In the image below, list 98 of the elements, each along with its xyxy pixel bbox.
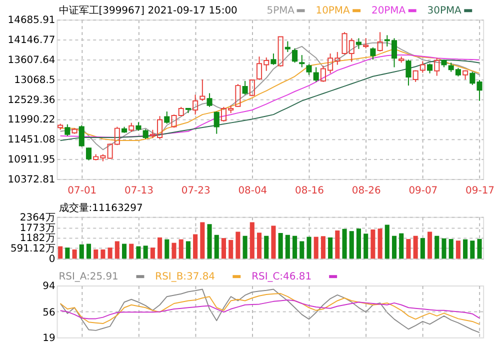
bar <box>370 230 376 259</box>
bar <box>463 239 468 259</box>
bar <box>470 240 475 259</box>
bar <box>256 232 262 259</box>
chart-title: 中证军工[399967] 2021-09-17 15:00 <box>58 4 238 17</box>
bar <box>172 242 176 259</box>
line-series <box>60 300 480 320</box>
legend-label: 30PMA <box>427 6 462 17</box>
bar <box>136 246 141 259</box>
bar <box>86 244 92 259</box>
y-tick-label: 13068.5 <box>14 74 56 86</box>
bar <box>285 234 290 259</box>
bar <box>314 236 318 259</box>
bar <box>384 224 390 259</box>
bar <box>278 233 283 259</box>
bar <box>342 228 347 259</box>
y-tick-label: 19 <box>42 332 56 344</box>
bar <box>65 248 70 259</box>
x-tick-label: 08-26 <box>352 185 381 196</box>
bar <box>442 238 446 259</box>
bar <box>100 249 106 259</box>
bar <box>349 231 354 259</box>
candlestick <box>136 122 142 132</box>
bar <box>413 236 418 259</box>
y-tick-label: 14146.77 <box>8 35 56 46</box>
bar <box>200 222 205 259</box>
bar <box>114 241 120 259</box>
bar <box>221 238 226 259</box>
bar <box>378 228 382 259</box>
legend-label: 20PMA <box>372 6 406 17</box>
legend-label: RSI_C:46.81 <box>252 272 312 283</box>
line-series <box>60 288 480 334</box>
y-tick-label: 11990.22 <box>8 114 56 126</box>
bar <box>122 244 127 259</box>
y-tick-label: 1182万 <box>20 233 56 244</box>
bar <box>392 236 397 259</box>
x-tick-label: 09-07 <box>408 185 438 196</box>
x-tick-label: 09-17 <box>466 185 494 196</box>
bar <box>456 240 460 259</box>
bar <box>129 244 134 259</box>
bar <box>72 249 77 259</box>
bar <box>94 249 98 259</box>
legend-label: RSI_B:37.84 <box>155 272 216 283</box>
x-tick-label: 08-04 <box>238 185 268 196</box>
bar <box>250 222 254 259</box>
x-tick-label: 07-23 <box>181 185 210 196</box>
y-tick-label: 10372.81 <box>8 174 56 186</box>
y-tick-label: 14685.91 <box>8 15 56 26</box>
bar <box>164 239 170 259</box>
bar <box>306 236 312 259</box>
bar <box>143 246 148 259</box>
bar <box>434 236 440 259</box>
bar <box>335 230 340 259</box>
bar <box>79 244 84 259</box>
y-tick-label: 12529.36 <box>8 94 56 106</box>
bar <box>399 233 404 259</box>
bar <box>406 239 411 259</box>
bar <box>477 238 482 259</box>
x-tick-label: 07-13 <box>124 185 154 196</box>
legend-label: 5PMA <box>266 6 295 17</box>
bar <box>448 239 454 259</box>
bar <box>186 241 190 259</box>
y-tick-label: 94 <box>42 281 56 292</box>
x-tick-label: 07-01 <box>68 185 97 196</box>
bar <box>108 248 112 259</box>
bar <box>242 236 248 259</box>
y-tick-label: 11451.08 <box>8 134 56 146</box>
bar <box>328 237 333 259</box>
bar <box>300 241 304 259</box>
bar <box>236 232 240 259</box>
y-tick-label: 56 <box>42 307 56 318</box>
line-series <box>60 293 480 325</box>
x-tick-label: 08-16 <box>295 185 324 196</box>
bar <box>264 236 269 259</box>
legend-label: RSI_A:25.91 <box>58 272 118 283</box>
text: 成交量:11163297 <box>58 202 143 214</box>
bar <box>150 248 155 259</box>
bar <box>178 239 184 259</box>
y-tick-label: 591.12万 <box>10 244 56 255</box>
bar <box>364 234 368 259</box>
y-tick-label: 1773万 <box>20 222 56 234</box>
legend-label: 10PMA <box>316 6 350 17</box>
bar <box>158 237 162 259</box>
y-tick-label: 2364万 <box>20 212 56 224</box>
bar <box>428 232 432 259</box>
bar <box>214 234 219 259</box>
y-tick-label: 10911.95 <box>8 154 56 166</box>
bar <box>207 224 212 259</box>
bar <box>228 240 234 259</box>
bar <box>356 228 361 259</box>
y-tick-label: 13607.64 <box>8 54 56 66</box>
bar <box>292 236 298 259</box>
bar <box>58 246 63 259</box>
y-tick-label: 0 <box>48 254 56 266</box>
bar <box>420 238 425 259</box>
bar <box>320 236 326 259</box>
bar <box>271 226 276 259</box>
bar <box>193 234 198 259</box>
